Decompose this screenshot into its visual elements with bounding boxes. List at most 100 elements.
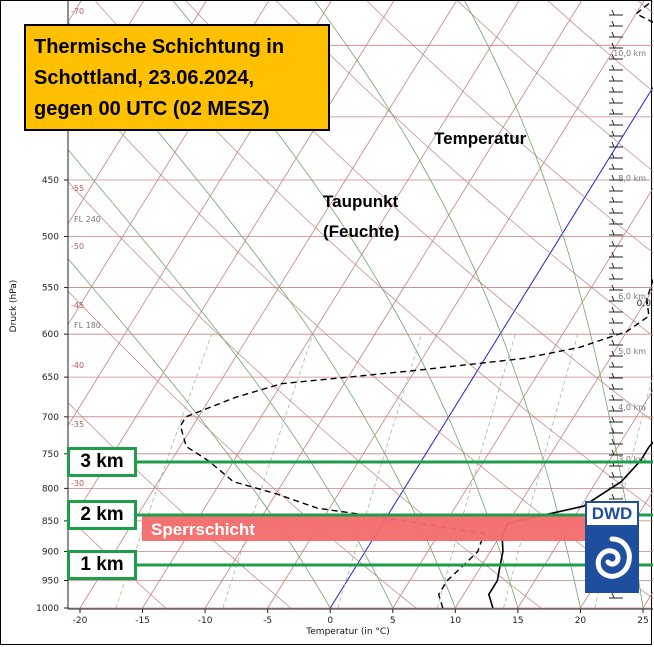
x-tick-label: -20	[73, 616, 88, 626]
y-tick-label: 850	[42, 517, 59, 527]
wind-barb-flag	[611, 262, 615, 269]
moist-adiabat-line	[172, 1, 519, 609]
wind-barb-flag	[611, 64, 615, 71]
wind-barb-flag	[611, 493, 615, 500]
wind-barb	[609, 42, 623, 49]
y-axis-title: Druck (hPa)	[9, 280, 19, 333]
x-tick-label: 20	[575, 616, 587, 626]
wind-barb	[609, 262, 623, 269]
isotherm-label: -55	[71, 184, 84, 193]
wind-barb	[609, 284, 623, 291]
x-tick-label: 0	[327, 616, 333, 626]
title-box: Thermische Schichtung in Schottland, 23.…	[24, 24, 330, 131]
wind-barb-flag	[611, 383, 615, 390]
wind-barb	[609, 339, 623, 346]
wind-barb-flag	[611, 119, 615, 126]
dry-adiabat-line	[185, 1, 653, 422]
inversion-band	[142, 516, 586, 541]
wind-barb-flag	[611, 350, 615, 357]
wind-barb-flag	[611, 20, 615, 27]
wind-barb	[609, 317, 623, 324]
wind-barb	[609, 361, 623, 368]
x-tick-label: 25	[637, 616, 648, 626]
wind-barb-flag	[611, 86, 615, 93]
moist-adiabat-line	[68, 21, 456, 609]
x-tick-label: 5	[390, 616, 396, 626]
y-tick-label: 700	[42, 413, 59, 423]
inversion-label: Sperrschicht	[151, 520, 255, 539]
dry-adiabat-line	[276, 1, 653, 337]
y-tick-label: 650	[42, 373, 59, 383]
wind-barb	[609, 449, 623, 456]
wind-barb	[609, 86, 623, 93]
temperature-annotation: Temperatur	[434, 129, 527, 148]
wind-barb	[609, 108, 623, 115]
height-marker-1km: 1 km	[67, 550, 137, 580]
x-tick-label: 15	[512, 616, 523, 626]
height-marker-2km: 2 km	[67, 500, 137, 530]
altitude-label: 6,0 km	[618, 292, 646, 301]
wind-barb	[609, 119, 623, 126]
isotherm-label: -40	[71, 361, 84, 370]
wind-barb	[609, 64, 623, 71]
y-tick-label: 600	[42, 330, 59, 340]
isotherm-line	[79, 1, 457, 609]
wind-barb-flag	[611, 317, 615, 324]
moist-adiabat-line	[68, 258, 331, 609]
isotherm-label: -50	[71, 242, 84, 251]
wind-barb	[609, 592, 623, 599]
mixing-ratio-line	[115, 334, 212, 609]
wind-barb	[609, 328, 623, 335]
dry-adiabat-line	[366, 1, 653, 254]
isotherm-label: -70	[71, 7, 84, 16]
y-tick-label: 750	[42, 450, 59, 460]
dry-adiabat-line	[68, 516, 166, 609]
wind-barb-flag	[611, 97, 615, 104]
wind-barb	[609, 394, 623, 401]
wind-barb	[609, 372, 623, 379]
x-tick-label: 10	[450, 616, 462, 626]
wind-barb	[609, 405, 623, 412]
dwd-logo-text: DWD	[585, 501, 639, 527]
wind-barb-flag	[611, 361, 615, 368]
wind-barb-flag	[611, 163, 615, 170]
title-line-1: Thermische Schichtung in	[34, 36, 285, 58]
dwd-logo: DWD	[585, 501, 639, 593]
wind-barb-flag	[611, 394, 615, 401]
flight-level-label: FL 180	[74, 321, 101, 330]
wind-barb-flag	[611, 471, 615, 478]
wind-barb-flag	[611, 273, 615, 280]
x-tick-label: -15	[135, 616, 150, 626]
y-tick-label: 550	[42, 284, 59, 294]
x-axis-title: Temperatur (in °C)	[305, 627, 389, 637]
wind-barb-flag	[611, 328, 615, 335]
isotherm-line	[392, 187, 653, 609]
wind-barb-flag	[611, 427, 615, 434]
mixing-ratio-line	[503, 334, 579, 609]
isotherm-line	[454, 288, 653, 609]
wind-barb-flag	[611, 218, 615, 225]
dwd-swirl-icon	[595, 536, 632, 579]
wind-barb	[609, 251, 623, 258]
wind-barb	[609, 416, 623, 423]
wind-barb	[609, 53, 623, 60]
dry-adiabat-line	[457, 1, 653, 172]
y-tick-label: 800	[42, 484, 59, 494]
altitude-label: 3,0 km	[618, 455, 646, 464]
wind-barb-flag	[611, 108, 615, 115]
dry-adiabat-line	[68, 290, 417, 609]
wind-barb-flag	[611, 31, 615, 38]
wind-barb	[609, 9, 623, 16]
wind-barb-flag	[611, 405, 615, 412]
y-tick-label: 900	[42, 548, 59, 558]
wind-barb-flag	[611, 240, 615, 247]
mixing-ratio-line	[222, 334, 314, 609]
y-tick-label: 1000	[36, 604, 59, 614]
height-marker-lines	[137, 460, 653, 567]
x-tick-label: -10	[198, 616, 213, 626]
wind-barb	[609, 295, 623, 302]
dewpoint-annotation-line2: (Feuchte)	[323, 222, 400, 241]
wind-barb-flag	[611, 438, 615, 445]
dry-adiabat-line	[68, 73, 653, 599]
isotherm-line	[142, 1, 520, 609]
